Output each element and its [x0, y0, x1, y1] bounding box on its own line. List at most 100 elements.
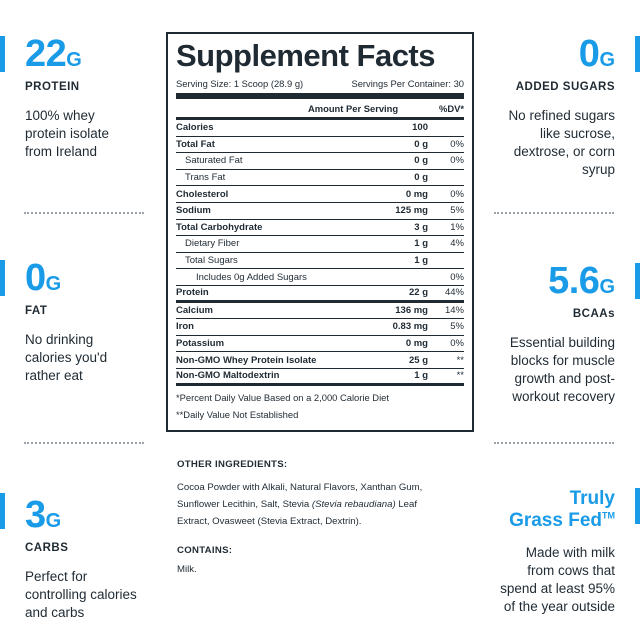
nutrient-name: Trans Fat: [185, 172, 226, 184]
nutrient-dv: 5%: [450, 321, 464, 333]
nutrient-name: Total Carbohydrate: [176, 221, 263, 233]
nutrient-name: Protein: [176, 287, 209, 299]
stat-description: Made with milk from cows that spend at lea…: [500, 545, 615, 614]
facts-row: Trans Fat 0 g: [176, 170, 464, 187]
stat-bcaas: 5.6G BCAAs Essential building blocks for …: [475, 262, 615, 406]
nutrient-amount: 0.83 mg: [392, 321, 428, 333]
nutrient-amount: 25 g: [408, 354, 428, 366]
facts-row: Calories 100: [176, 120, 464, 137]
nutrient-name: Non-GMO Whey Protein Isolate: [176, 354, 317, 366]
other-ingredients-text: Cocoa Powder with Alkali, Natural Flavor…: [177, 482, 423, 527]
contains-text: Milk.: [177, 564, 197, 575]
nutrient-amount: 125 mg: [395, 205, 428, 217]
stat-carbs: 3G CARBS Perfect for controlling calories…: [25, 496, 165, 622]
stat-fat: 0G FAT No drinking calories you'd rather e…: [25, 259, 160, 385]
other-ingredients: OTHER INGREDIENTS: Cocoa Powder with Alk…: [177, 456, 435, 530]
nutrient-dv: 44%: [444, 287, 464, 299]
serving-size: Serving Size: 1 Scoop (28.9 g): [176, 78, 304, 89]
nutrient-name: Sodium: [176, 205, 211, 217]
accent-bar-protein: [0, 36, 5, 72]
nutrient-dv: 0%: [450, 155, 464, 167]
trademark-mark: TM: [602, 510, 615, 521]
divider-left-2: [24, 442, 144, 444]
nutrient-name: Calories: [176, 122, 214, 134]
facts-row: Total Fat 0 g 0%: [176, 137, 464, 154]
nutrient-name: Cholesterol: [176, 188, 229, 200]
accent-bar-added-sugars: [635, 36, 640, 72]
facts-row: Total Carbohydrate 3 g 1%: [176, 220, 464, 237]
nutrient-amount: 100: [412, 122, 428, 134]
stat-value: 0G: [578, 33, 615, 75]
stat-protein: 22G PROTEIN 100% whey protein isolate from…: [25, 35, 160, 161]
facts-row: Total Sugars 1 g: [176, 253, 464, 270]
stat-value: 5.6G: [548, 260, 615, 302]
servings-per-container: Servings Per Container: 30: [351, 78, 464, 89]
stat-value: 3G: [25, 494, 62, 536]
nutrient-amount: 3 g: [414, 221, 428, 233]
nutrient-name: Includes 0g Added Sugars: [196, 271, 307, 283]
stat-description: Essential building blocks for muscle growt…: [509, 335, 615, 404]
nutrient-dv: **: [456, 370, 464, 382]
nutrient-dv: 0%: [450, 338, 464, 350]
stat-value: 22G: [25, 33, 82, 75]
stat-description: No drinking calories you'd rather eat: [25, 332, 108, 383]
nutrient-amount: 0 mg: [405, 188, 428, 200]
supplement-facts-panel: Supplement Facts Serving Size: 1 Scoop (…: [166, 32, 474, 432]
stat-grass-fed: Truly Grass FedTM Made with milk from cow…: [470, 488, 615, 616]
facts-row: Saturated Fat 0 g 0%: [176, 153, 464, 170]
stat-label: PROTEIN: [25, 81, 80, 93]
nutrient-amount: 1 g: [414, 238, 428, 250]
nutrient-amount: 22 g: [408, 287, 428, 299]
facts-row: Potassium 0 mg 0%: [176, 336, 464, 353]
stat-label: ADDED SUGARS: [515, 81, 615, 93]
facts-footnotes: *Percent Daily Value Based on a 2,000 Ca…: [176, 389, 464, 423]
footnote-dv: *Percent Daily Value Based on a 2,000 Ca…: [176, 391, 389, 403]
facts-row: Iron 0.83 mg 5%: [176, 319, 464, 336]
nutrient-dv: 0%: [450, 138, 464, 150]
facts-row: Includes 0g Added Sugars 0%: [176, 269, 464, 286]
contains-heading: CONTAINS:: [177, 545, 233, 556]
stat-label: FAT: [25, 305, 48, 317]
medium-rule: [176, 117, 464, 120]
nutrient-name: Total Fat: [176, 138, 215, 150]
nutrient-dv: 5%: [450, 205, 464, 217]
footnote-not-established: **Daily Value Not Established: [176, 408, 299, 420]
nutrient-amount: 0 mg: [405, 338, 428, 350]
nutrient-dv: 4%: [450, 238, 464, 250]
facts-row: Non-GMO Whey Protein Isolate 25 g **: [176, 352, 464, 369]
stat-label: BCAAs: [572, 308, 615, 320]
accent-bar-grass-fed: [635, 488, 640, 524]
dv-header: %DV*: [438, 103, 464, 114]
accent-bar-bcaas: [635, 263, 640, 299]
nutrient-name: Total Sugars: [185, 255, 238, 267]
nutrient-dv: 1%: [450, 221, 464, 233]
stat-description: 100% whey protein isolate from Ireland: [25, 108, 110, 159]
divider-right-2: [494, 442, 614, 444]
nutrient-amount: 1 g: [414, 370, 428, 382]
facts-row: Protein 22 g 44%: [176, 286, 464, 303]
nutrient-amount: 136 mg: [395, 304, 428, 316]
nutrient-name: Calcium: [176, 304, 213, 316]
nutrient-name: Saturated Fat: [185, 155, 243, 167]
stat-description: No refined sugars like sucrose, dextrose, …: [508, 108, 615, 177]
nutrient-dv: 0%: [450, 271, 464, 283]
divider-left-1: [24, 212, 144, 214]
nutrient-amount: 1 g: [414, 255, 428, 267]
facts-column-header: Amount Per Serving %DV*: [176, 99, 464, 117]
facts-title: Supplement Facts: [176, 38, 436, 73]
thick-rule: [176, 93, 464, 99]
amount-header: Amount Per Serving: [308, 103, 399, 114]
facts-rows: Calories 100 Total Fat 0 g 0% Saturated Fat 0 …: [176, 120, 464, 386]
nutrient-name: Potassium: [176, 338, 225, 350]
nutrient-dv: **: [456, 354, 464, 366]
nutrient-dv: 14%: [444, 304, 464, 316]
stat-added-sugars: 0G ADDED SUGARS No refined sugars like su…: [475, 35, 615, 179]
nutrient-name: Iron: [176, 321, 194, 333]
stat-label: CARBS: [25, 542, 69, 554]
facts-row: Calcium 136 mg 14%: [176, 303, 464, 320]
nutrient-amount: 0 g: [414, 155, 428, 167]
accent-bar-fat: [0, 260, 5, 296]
facts-row: Non-GMO Maltodextrin 1 g **: [176, 369, 464, 386]
nutrient-amount: 0 g: [414, 172, 428, 184]
serving-info: Serving Size: 1 Scoop (28.9 g) Servings …: [176, 78, 464, 89]
